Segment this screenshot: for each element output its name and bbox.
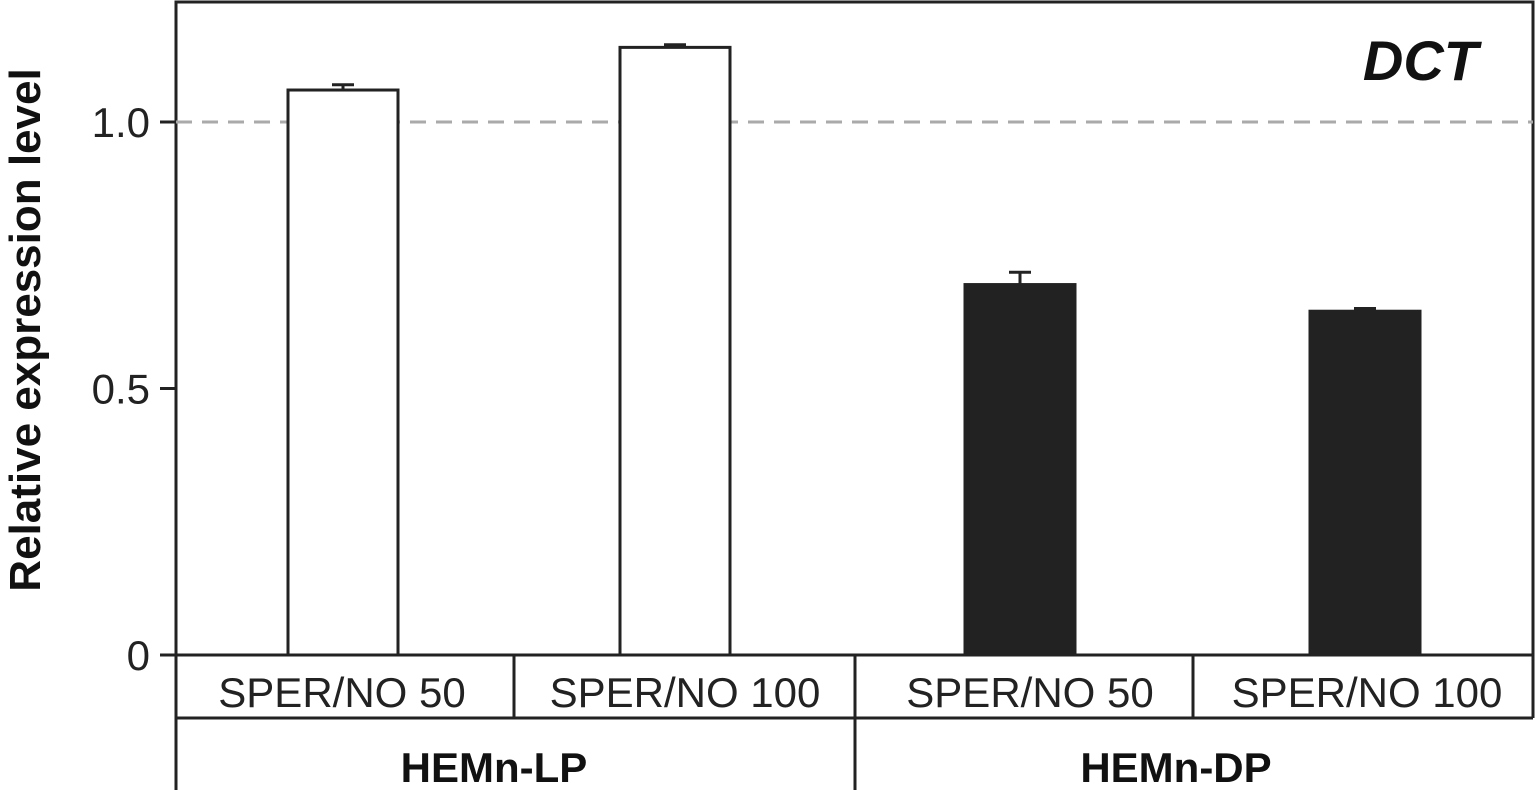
bar-4 — [1308, 309, 1422, 657]
group-label-lp: HEMn-LP — [401, 744, 588, 790]
x-axis — [174, 655, 1535, 790]
bar-2 — [618, 45, 732, 657]
y-axis: 0 0.5 1.0 — [92, 99, 176, 679]
category-label-3: SPER/NO 50 — [906, 669, 1153, 716]
y-tick-label-3: 1.0 — [92, 99, 150, 146]
y-tick-label-1: 0 — [127, 632, 150, 679]
category-label-2: SPER/NO 100 — [550, 669, 821, 716]
bars-layer — [286, 43, 1422, 657]
y-tick-label-2: 0.5 — [92, 366, 150, 413]
bar-3 — [963, 283, 1077, 657]
gene-label: DCT — [1363, 29, 1483, 92]
category-label-4: SPER/NO 100 — [1232, 669, 1503, 716]
category-label-1: SPER/NO 50 — [218, 669, 465, 716]
group-label-dp: HEMn-DP — [1080, 744, 1271, 790]
y-axis-title: Relative expression level — [1, 68, 50, 591]
bar-1 — [286, 88, 400, 657]
